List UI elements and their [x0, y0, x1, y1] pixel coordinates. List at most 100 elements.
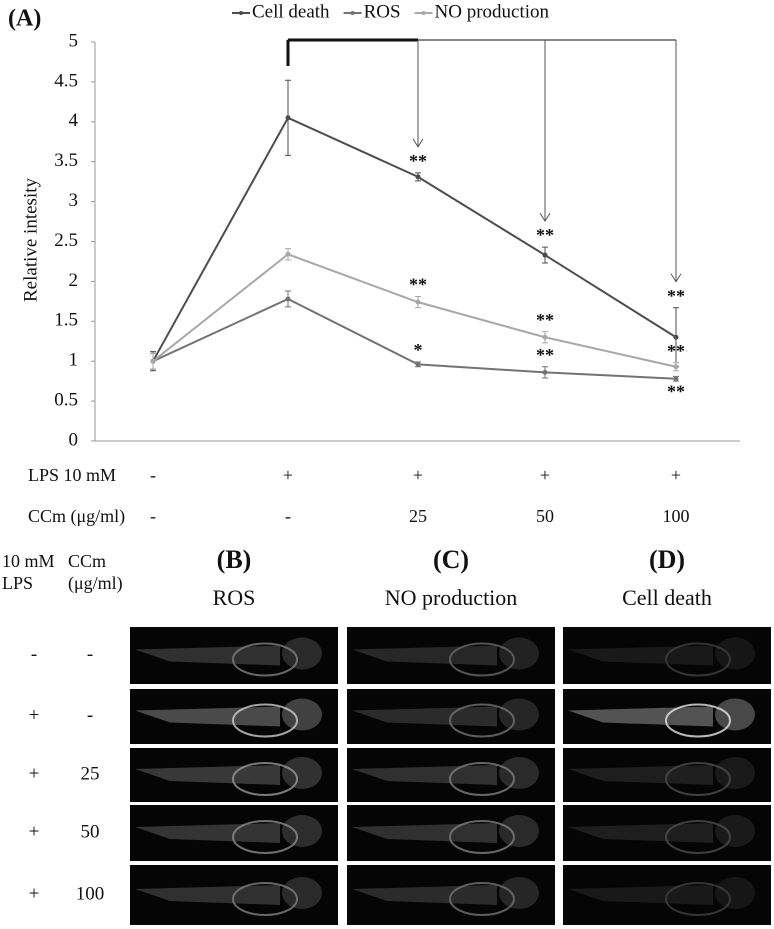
point [285, 296, 291, 302]
fish-yolk [449, 820, 515, 854]
y-tick-label: 0.5 [54, 389, 78, 410]
fish-body [135, 885, 280, 905]
micrograph [347, 689, 555, 744]
fish-body [568, 765, 713, 785]
x-row-value: - [150, 465, 156, 485]
x-row-value: 100 [663, 506, 690, 526]
fish-yolk [449, 762, 515, 796]
panel-title: ROS [213, 585, 256, 610]
x-row-label: CCm (μg/ml) [28, 506, 125, 527]
fish-yolk [665, 882, 731, 916]
row-ccm: 50 [81, 821, 100, 842]
fish-head [282, 757, 322, 789]
significance: ** [536, 225, 554, 245]
row-ccm: 25 [81, 763, 100, 784]
fish-head [282, 637, 322, 670]
fish-head [715, 757, 755, 789]
micrograph [130, 805, 338, 861]
fish-body [352, 645, 497, 666]
x-row-value: 50 [536, 506, 554, 526]
row-header: LPS [2, 573, 33, 593]
micrograph [130, 627, 338, 684]
fish-yolk [665, 642, 731, 677]
point [150, 358, 156, 364]
fish-yolk [449, 642, 515, 677]
point [673, 334, 679, 340]
fish-body [135, 645, 280, 666]
legend-label: ROS [364, 1, 401, 22]
point [542, 334, 548, 340]
fish-yolk [232, 762, 298, 796]
x-row-value: + [413, 465, 423, 485]
micrograph [563, 865, 771, 925]
fish-yolk [449, 882, 515, 916]
fish-body [352, 823, 497, 843]
y-tick-label: 1.5 [54, 310, 78, 331]
fish-head [715, 815, 755, 847]
legend-label: Cell death [252, 1, 330, 22]
arrow-head [539, 212, 551, 223]
point [415, 299, 421, 305]
fish-body [135, 823, 280, 843]
fish-head [282, 877, 322, 909]
y-axis-label: Relative intesity [20, 178, 41, 303]
fish-body [568, 885, 713, 905]
x-row-value: + [540, 465, 550, 485]
y-tick-label: 1 [69, 350, 79, 371]
x-row-value: + [283, 465, 293, 485]
fish-head [499, 757, 539, 789]
panel-title: Cell death [622, 585, 712, 610]
fish-yolk [232, 882, 298, 916]
row-lps: - [31, 644, 37, 665]
legend-dot [239, 11, 243, 15]
row-lps: + [29, 883, 40, 904]
x-row-value: 25 [409, 506, 427, 526]
fish-yolk [449, 703, 515, 738]
fish-body [352, 706, 497, 727]
significance: * [414, 340, 423, 360]
significance: ** [536, 345, 554, 365]
fish-body [568, 706, 713, 727]
fish-body [135, 765, 280, 785]
fish-head [282, 815, 322, 847]
micrograph [347, 748, 555, 802]
significance: ** [667, 381, 685, 401]
fish-yolk [665, 820, 731, 854]
point [415, 174, 421, 180]
fish-body [135, 706, 280, 727]
panel-letter: (B) [217, 545, 252, 574]
legend-dot [350, 11, 355, 15]
panel-letter: (C) [433, 545, 469, 574]
fish-body [352, 885, 497, 905]
row-ccm: 100 [76, 883, 105, 904]
fish-yolk [232, 642, 298, 677]
row-header: (μg/ml) [68, 573, 123, 594]
panel-letter: (D) [649, 545, 685, 574]
row-lps: + [29, 705, 40, 726]
arrow-head [670, 273, 682, 283]
micrograph [130, 865, 338, 925]
fish-body [568, 823, 713, 843]
legend-dot [421, 11, 426, 15]
fish-head [499, 877, 539, 909]
point [673, 376, 679, 382]
micrograph [563, 748, 771, 802]
point [673, 364, 679, 370]
legend-label: NO production [435, 1, 550, 22]
significance: ** [667, 286, 685, 306]
fish-head [715, 877, 755, 909]
point [285, 115, 291, 121]
significance: ** [409, 151, 427, 171]
x-row-value: + [671, 465, 681, 485]
y-tick-label: 3 [69, 190, 79, 211]
row-header: 10 mM [2, 551, 55, 571]
y-tick-label: 0 [69, 429, 79, 450]
y-tick-label: 4 [69, 110, 79, 131]
series-line [152, 297, 677, 380]
point [542, 369, 548, 375]
micrograph [130, 748, 338, 802]
row-lps: + [29, 821, 40, 842]
micrograph [563, 627, 771, 684]
y-tick-label: 2 [69, 270, 79, 291]
